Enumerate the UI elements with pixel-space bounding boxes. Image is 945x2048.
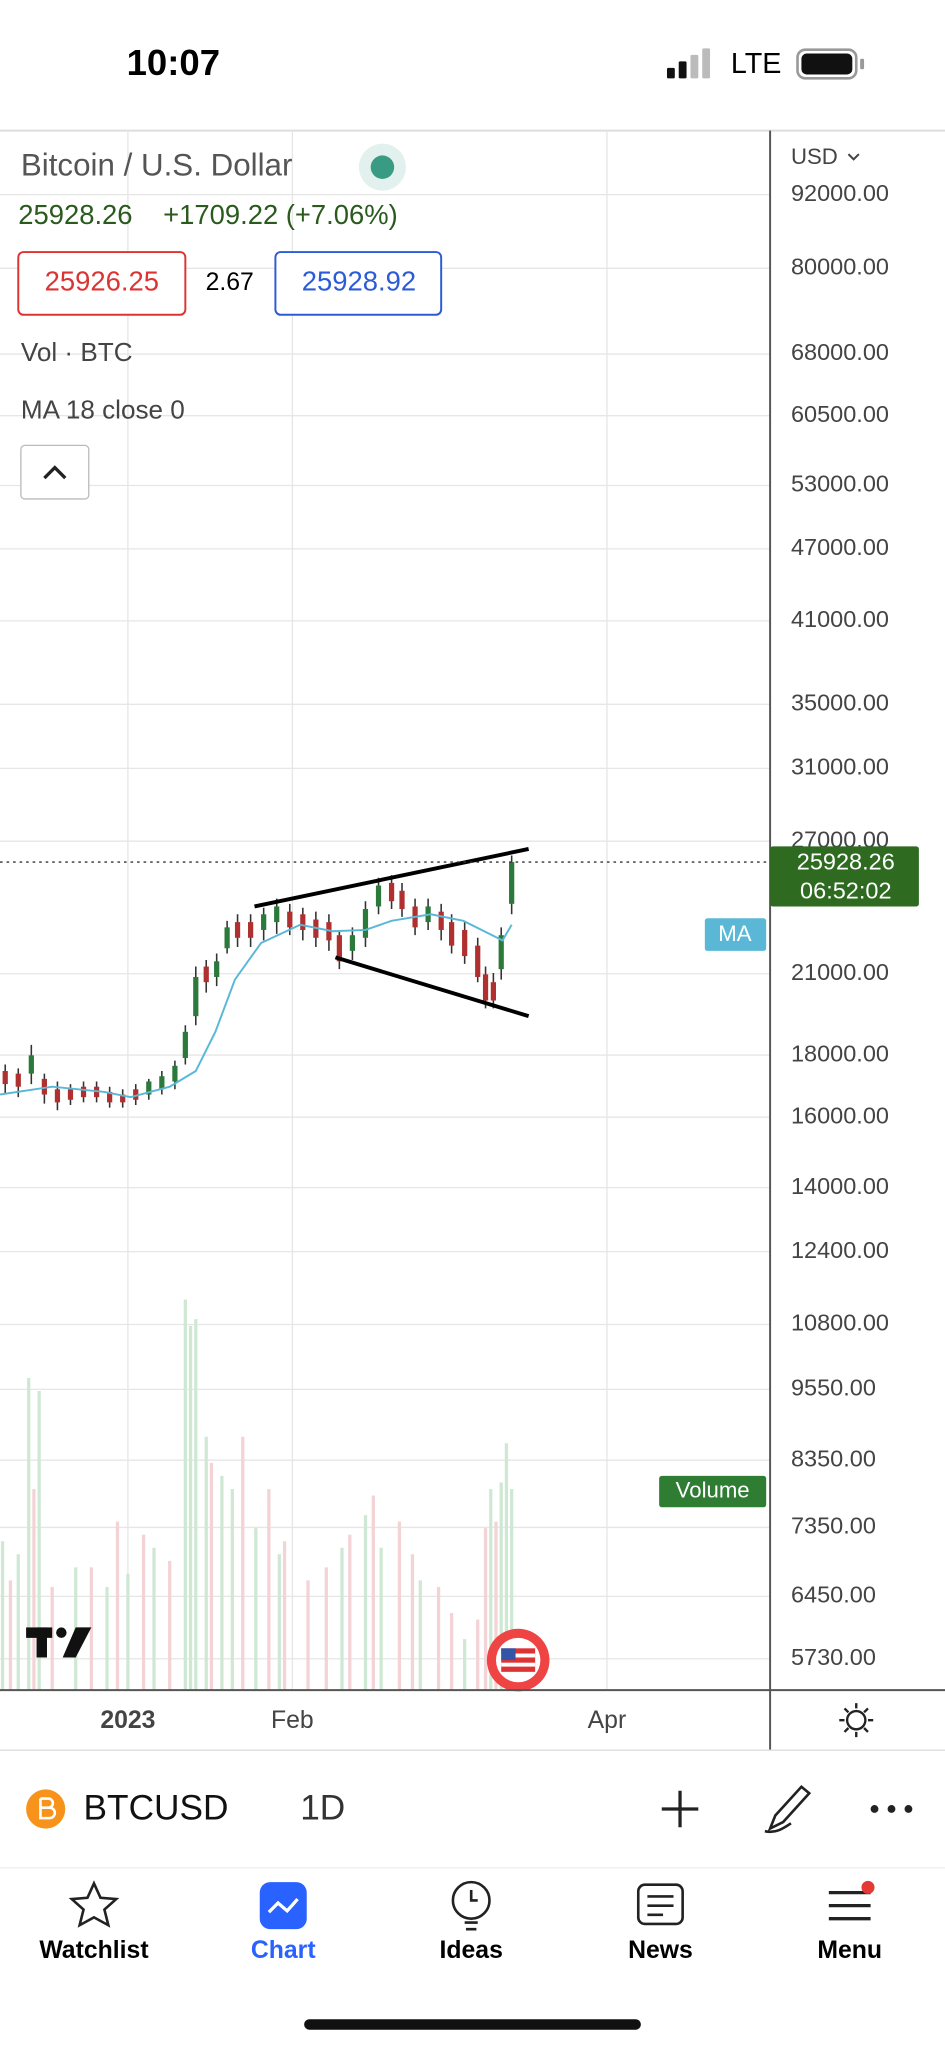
price-tick-label: 10800.00 (791, 1310, 889, 1336)
bid-button[interactable] (17, 251, 187, 316)
collapse-button[interactable] (20, 444, 90, 500)
candles-up (28, 862, 515, 1095)
price-tick-label: 6450.00 (791, 1582, 876, 1608)
tab-watchlist[interactable]: Watchlist (39, 1937, 148, 1964)
tab-menu[interactable]: Menu (817, 1937, 882, 1964)
ideas-icon[interactable] (451, 1880, 491, 1931)
price-tick-label: 80000.00 (791, 254, 889, 280)
last-price: 25928.26 (18, 199, 132, 230)
draw-button[interactable] (764, 1784, 812, 1834)
menu-icon[interactable] (828, 1890, 871, 1921)
time-label: Apr (588, 1707, 627, 1734)
ma-label: MA (718, 921, 751, 946)
volume-label-box (659, 1475, 767, 1508)
add-button[interactable] (661, 1790, 699, 1828)
price-tick-label: 21000.00 (791, 959, 889, 985)
price-tick-label: 9550.00 (791, 1375, 876, 1401)
btc-glyph (39, 1797, 57, 1820)
price-tick-label: 7350.00 (791, 1513, 876, 1539)
volume-label: Volume (676, 1477, 750, 1502)
toolbar-interval[interactable]: 1D (300, 1789, 345, 1828)
more-button[interactable] (870, 1805, 913, 1813)
price-change: +1709.22 (+7.06%) (163, 199, 398, 230)
price-tick-label: 12400.00 (791, 1237, 889, 1263)
signal-icon (666, 48, 711, 79)
flag-badge[interactable] (486, 1628, 550, 1692)
time-label: 2023 (100, 1707, 155, 1734)
price-tick-label: 31000.00 (791, 754, 889, 780)
price-tick-label: 8350.00 (791, 1445, 876, 1471)
symbol-title: Bitcoin / U.S. Dollar (21, 147, 293, 182)
candle-wicks (4, 855, 513, 1111)
badge-countdown: 06:52:02 (800, 877, 891, 903)
price-tick-label: 68000.00 (791, 339, 889, 365)
price-tick-label: 16000.00 (791, 1102, 889, 1128)
bid-price[interactable]: 25926.25 (45, 266, 159, 297)
tab-ideas[interactable]: Ideas (439, 1937, 502, 1964)
trendline-upper[interactable] (254, 847, 530, 909)
price-tick-label: 5730.00 (791, 1644, 876, 1670)
ask-button[interactable] (274, 251, 443, 316)
time-label: Feb (271, 1707, 314, 1734)
tradingview-logo[interactable] (26, 1627, 92, 1658)
price-badge (770, 846, 919, 907)
home-indicator (304, 2019, 641, 2030)
price-tick-label: 53000.00 (791, 471, 889, 497)
indicator-volume[interactable]: Vol · BTC (21, 337, 133, 367)
price-tick-label: 60500.00 (791, 401, 889, 427)
price-tick-label: 47000.00 (791, 534, 889, 560)
volume-bars-down (8, 1436, 498, 1691)
toolbar-symbol[interactable]: BTCUSD (84, 1789, 229, 1828)
chart-icon-line (267, 1898, 299, 1914)
price-ticks: 92000.00 80000.00 68000.00 60500.00 53000.00… (791, 180, 889, 1670)
currency-chevron (847, 153, 860, 161)
battery-icon (796, 48, 865, 80)
price-tick-label: 41000.00 (791, 606, 889, 632)
price-tick-label: 92000.00 (791, 180, 889, 206)
indicator-ma[interactable]: MA 18 close 0 (21, 394, 185, 424)
status-time: 10:07 (127, 42, 220, 83)
price-tick-label: 18000.00 (791, 1040, 889, 1066)
ma-line (0, 913, 513, 1099)
trendline-lower[interactable] (334, 955, 530, 1019)
news-icon[interactable] (636, 1883, 684, 1926)
collapse-chevron (43, 465, 67, 480)
watchlist-icon[interactable] (68, 1880, 120, 1928)
volume-bars-up (0, 1299, 514, 1691)
market-status-dot (370, 155, 395, 179)
tab-chart[interactable]: Chart (251, 1937, 316, 1964)
menu-badge (861, 1880, 875, 1894)
network-label: LTE (731, 48, 782, 80)
price-tick-label: 14000.00 (791, 1173, 889, 1199)
price-tick-label: 35000.00 (791, 690, 889, 716)
spread: 2.67 (206, 269, 254, 296)
tab-news[interactable]: News (628, 1937, 693, 1964)
settings-icon[interactable] (839, 1703, 874, 1738)
ask-price[interactable]: 25928.92 (302, 266, 416, 297)
ma-label-box (704, 918, 767, 951)
badge-price: 25928.26 (797, 849, 895, 875)
currency-selector[interactable]: USD (791, 144, 838, 169)
